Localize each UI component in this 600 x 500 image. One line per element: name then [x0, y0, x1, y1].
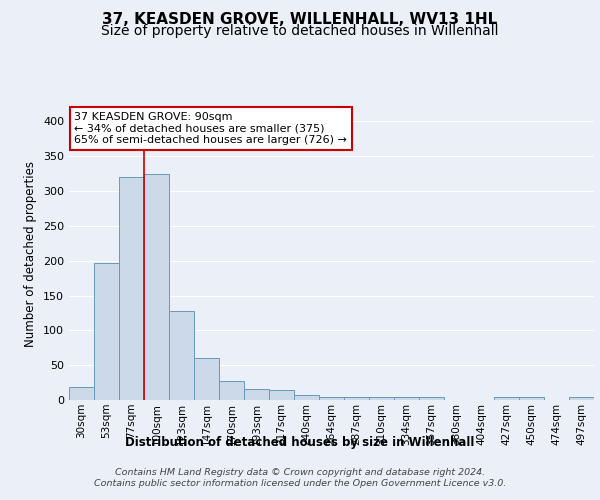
- Bar: [119, 177, 144, 400]
- Bar: [319, 396, 344, 400]
- Text: 37, KEASDEN GROVE, WILLENHALL, WV13 1HL: 37, KEASDEN GROVE, WILLENHALL, WV13 1HL: [103, 12, 497, 28]
- Text: 37 KEASDEN GROVE: 90sqm
← 34% of detached houses are smaller (375)
65% of semi-d: 37 KEASDEN GROVE: 90sqm ← 34% of detache…: [74, 112, 347, 145]
- Bar: [69, 388, 94, 400]
- Bar: [494, 397, 519, 400]
- Bar: [219, 381, 244, 400]
- Bar: [144, 174, 169, 400]
- Bar: [269, 390, 294, 400]
- Text: Contains HM Land Registry data © Crown copyright and database right 2024.
Contai: Contains HM Land Registry data © Crown c…: [94, 468, 506, 487]
- Text: Size of property relative to detached houses in Willenhall: Size of property relative to detached ho…: [101, 24, 499, 38]
- Bar: [194, 358, 219, 400]
- Bar: [294, 395, 319, 400]
- Bar: [394, 396, 419, 400]
- Bar: [419, 396, 444, 400]
- Bar: [519, 397, 544, 400]
- Text: Distribution of detached houses by size in Willenhall: Distribution of detached houses by size …: [125, 436, 475, 449]
- Bar: [169, 311, 194, 400]
- Bar: [369, 396, 394, 400]
- Bar: [569, 396, 594, 400]
- Bar: [344, 396, 369, 400]
- Bar: [244, 389, 269, 400]
- Y-axis label: Number of detached properties: Number of detached properties: [25, 161, 37, 347]
- Bar: [94, 263, 119, 400]
